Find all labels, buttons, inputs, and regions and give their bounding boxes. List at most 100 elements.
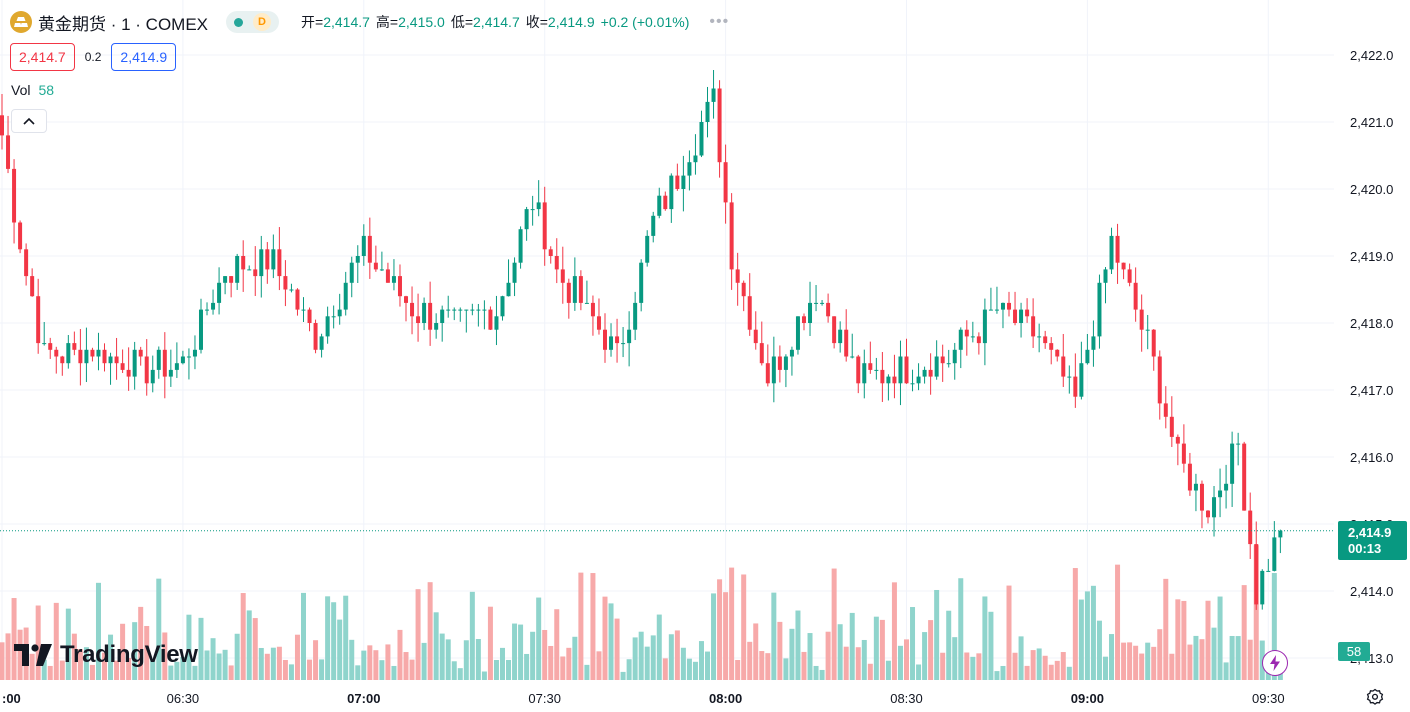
price-tick-label: 2,422.0 [1350,48,1393,63]
candle-body [90,349,95,357]
candle-body [1000,302,1005,310]
candle-body [808,302,813,323]
bid-price-button[interactable]: 2,414.7 [10,43,75,71]
volume-bar [174,661,180,680]
candle-body [1025,309,1030,317]
volume-bar [1157,629,1163,680]
volume-bar [1042,655,1048,680]
volume-bar [313,640,319,680]
candle-body [717,88,722,163]
candle-body [645,235,650,263]
volume-bar [608,603,614,680]
volume-bar [958,578,964,680]
price-tick-label: 2,416.0 [1350,450,1393,465]
candle-body [1073,376,1078,397]
volume-bar [1199,639,1205,680]
candle-body [795,316,800,350]
volume-bar [650,635,656,680]
candle-body [96,349,101,357]
time-axis[interactable]: :00 06:30 07:00 07:30 08:00 08:30 09:00 09:30 [2,691,1285,706]
volume-bar [825,631,831,680]
volume-bar [789,628,795,680]
alert-lightning-button[interactable] [1262,650,1288,676]
volume-bar [1151,646,1157,680]
volume-bar [518,624,524,680]
volume-bar [1217,596,1223,680]
tradingview-logo[interactable]: TradingView [14,640,198,670]
candle-body [6,135,11,169]
volume-bars [0,545,1283,680]
candle-body [295,289,300,310]
candle-body [1206,510,1210,518]
volume-bar [662,658,668,680]
candle-body [524,209,529,230]
candle-body [12,168,17,223]
market-status-pill[interactable]: D [226,11,280,33]
candle-body [30,276,35,297]
candle-body [168,369,173,377]
candle-body [174,363,179,370]
volume-bar [1060,652,1066,680]
price-axis[interactable]: 2,422.0 2,421.0 2,420.0 2,419.0 2,418.0 2,417… [1350,48,1393,666]
candle-body [560,269,565,283]
volume-bar [855,647,861,680]
candle-body [681,175,686,189]
volume-bar [216,653,222,680]
candle-body [464,309,469,311]
volume-bar [729,567,735,680]
volume-bar [1187,644,1193,680]
volume-bar [530,631,536,680]
volume-bar [1096,620,1102,680]
candle-body [319,336,324,350]
volume-bar [638,631,644,680]
candle-body [144,356,149,384]
volume-bar [692,661,698,680]
settings-gear-icon[interactable] [1366,688,1384,706]
ask-price-button[interactable]: 2,414.9 [111,43,177,71]
volume-bar [910,607,916,680]
candle-body [988,309,993,311]
volume-bar [65,608,71,680]
volume-bar [807,633,813,680]
volume-bar [264,653,270,680]
symbol-title[interactable]: 黄金期货 · 1 · COMEX [38,14,209,34]
volume-bar [337,619,343,680]
volume-bar [626,659,632,680]
candle-body [663,195,668,210]
quote-row: 2,414.7 0.2 2,414.9 [10,43,177,71]
volume-bar [1223,662,1229,680]
candle-body [428,302,433,330]
volume-bar [795,610,801,680]
volume-bar [1127,642,1133,680]
collapse-legend-button[interactable] [11,109,47,133]
volume-bar [1066,666,1072,680]
gold-bars-icon [10,11,32,33]
candle-body [542,202,547,250]
volume-bar [572,636,578,680]
volume-bar [403,652,409,680]
volume-bar [928,620,934,680]
candle-body [1115,235,1120,263]
candle-body [1091,336,1096,350]
candle-body [331,316,336,318]
volume-bar [891,582,897,680]
close-value: 2,414.9 [547,14,595,30]
volume-bar [1048,664,1054,680]
candle-body [102,349,107,364]
volume-bar [1102,656,1108,680]
volume-bar [282,659,288,680]
volume-bar [439,633,445,680]
more-options-icon[interactable]: ••• [709,13,730,30]
candle-body [765,363,770,384]
volume-bar [325,596,331,680]
candlesticks [0,70,1283,610]
volume-bar [192,665,198,680]
volume-bar [186,614,192,680]
volume-bar [5,633,11,680]
candle-body [440,309,445,323]
candle-body [687,162,692,176]
candle-body [1127,269,1132,283]
volume-bar [831,568,837,680]
candle-body [367,235,372,263]
